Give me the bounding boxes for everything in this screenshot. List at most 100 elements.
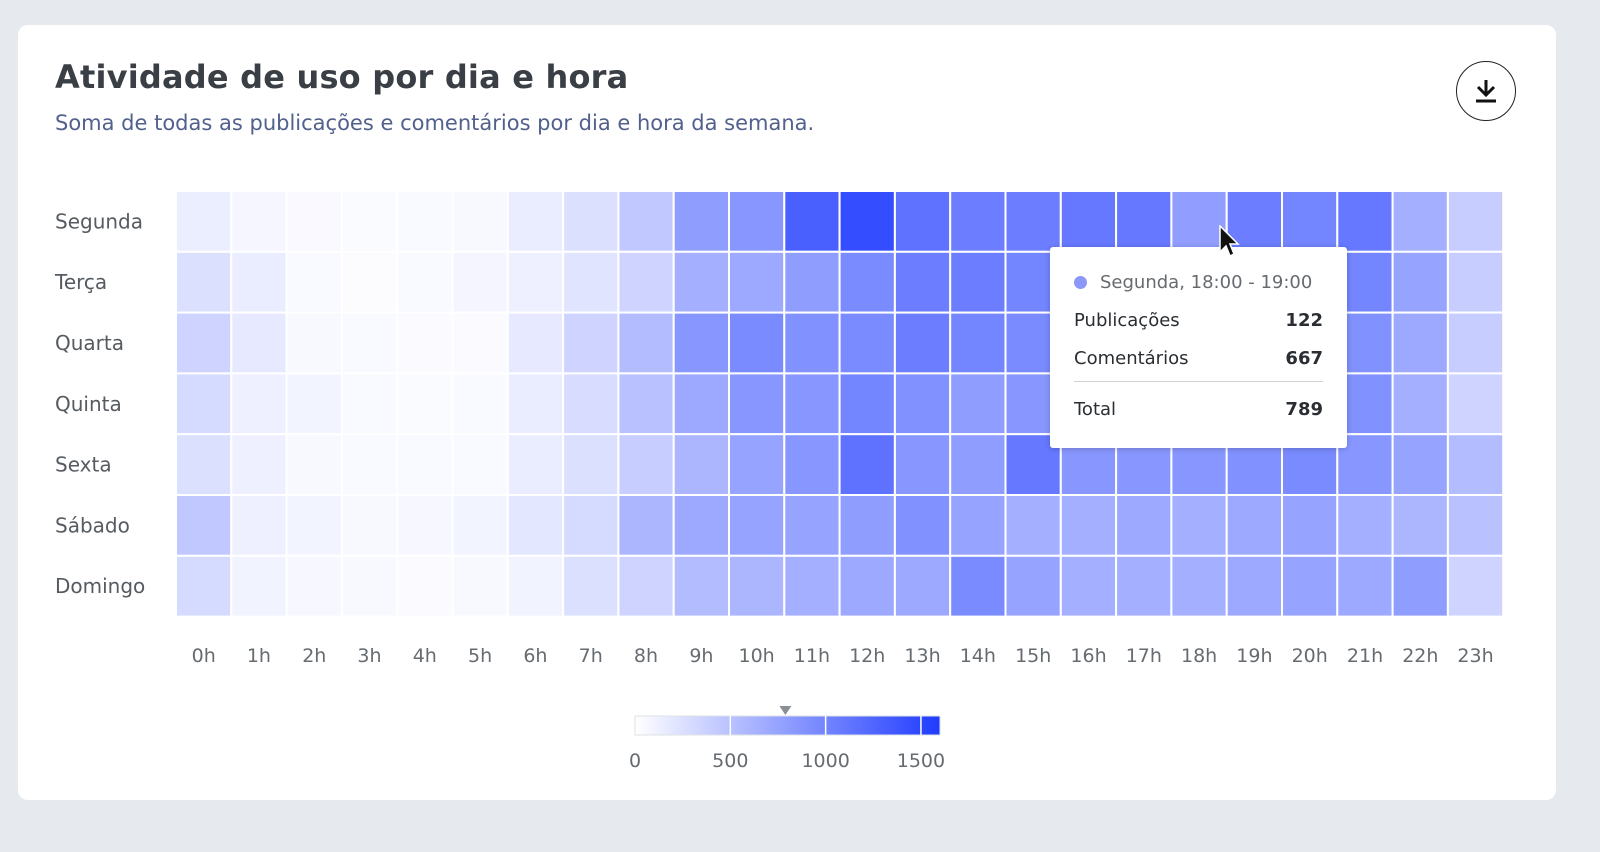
heatmap-cell[interactable] [1170,494,1228,557]
heatmap-cell[interactable] [893,372,952,436]
heatmap-cell[interactable] [1281,494,1339,557]
heatmap-cell[interactable] [1059,554,1118,618]
heatmap-cell[interactable] [949,433,1007,497]
heatmap-cell[interactable] [783,494,841,557]
heatmap-cell[interactable] [451,372,509,436]
heatmap-cell[interactable] [340,190,399,253]
heatmap-cell[interactable] [285,190,343,253]
heatmap-cell[interactable] [728,433,786,497]
heatmap-cell[interactable] [562,190,620,253]
heatmap-cell[interactable] [1336,190,1394,253]
heatmap-cell[interactable] [1391,250,1449,314]
heatmap-cell[interactable] [838,311,896,375]
heatmap-cell[interactable] [230,250,288,314]
heatmap-cell[interactable] [175,372,233,436]
heatmap-cell[interactable] [838,190,896,253]
heatmap-cell[interactable] [728,372,786,436]
heatmap-cell[interactable] [783,372,841,436]
heatmap-cell[interactable] [783,311,841,375]
heatmap-cell[interactable] [175,311,233,375]
heatmap-cell[interactable] [506,311,565,375]
heatmap-cell[interactable] [1446,554,1505,618]
heatmap-cell[interactable] [1004,554,1062,618]
heatmap-cell[interactable] [783,554,841,618]
heatmap-cell[interactable] [838,554,896,618]
heatmap-cell[interactable] [562,494,620,557]
heatmap-cell[interactable] [893,494,952,557]
heatmap-cell[interactable] [451,250,509,314]
heatmap-cell[interactable] [230,372,288,436]
heatmap-cell[interactable] [340,494,399,557]
heatmap-cell[interactable] [1391,190,1449,253]
heatmap-cell[interactable] [340,250,399,314]
heatmap-cell[interactable] [617,250,675,314]
heatmap-cell[interactable] [1391,372,1449,436]
heatmap-cell[interactable] [617,554,675,618]
heatmap-cell[interactable] [451,190,509,253]
heatmap-cell[interactable] [285,554,343,618]
heatmap-cell[interactable] [1446,250,1505,314]
download-button[interactable] [1456,61,1516,121]
heatmap-cell[interactable] [728,311,786,375]
heatmap-cell[interactable] [1004,190,1062,253]
heatmap-cell[interactable] [783,190,841,253]
heatmap-cell[interactable] [1446,311,1505,375]
heatmap-cell[interactable] [506,433,565,497]
heatmap-cell[interactable] [396,190,454,253]
heatmap-cell[interactable] [949,250,1007,314]
heatmap-cell[interactable] [451,311,509,375]
heatmap-cell[interactable] [340,433,399,497]
heatmap-cell[interactable] [949,554,1007,618]
heatmap-cell[interactable] [1281,554,1339,618]
heatmap-cell[interactable] [285,250,343,314]
heatmap-cell[interactable] [1170,554,1228,618]
heatmap-cell[interactable] [1446,190,1505,253]
heatmap-cell[interactable] [175,190,233,253]
heatmap-cell[interactable] [949,372,1007,436]
heatmap-cell[interactable] [728,250,786,314]
heatmap-cell[interactable] [230,494,288,557]
heatmap-cell[interactable] [783,433,841,497]
heatmap-cell[interactable] [617,311,675,375]
heatmap-cell[interactable] [838,433,896,497]
heatmap-cell[interactable] [175,554,233,618]
heatmap-cell[interactable] [617,372,675,436]
heatmap-cell[interactable] [230,311,288,375]
heatmap-cell[interactable] [396,433,454,497]
heatmap-cell[interactable] [340,554,399,618]
heatmap-cell[interactable] [672,372,731,436]
heatmap-cell[interactable] [451,554,509,618]
heatmap-cell[interactable] [783,250,841,314]
heatmap-cell[interactable] [285,494,343,557]
heatmap-cell[interactable] [506,554,565,618]
heatmap-cell[interactable] [1446,372,1505,436]
heatmap-cell[interactable] [893,250,952,314]
heatmap-cell[interactable] [396,372,454,436]
heatmap-cell[interactable] [1004,494,1062,557]
heatmap-cell[interactable] [396,250,454,314]
heatmap-cell[interactable] [340,311,399,375]
heatmap-cell[interactable] [1391,433,1449,497]
heatmap-cell[interactable] [562,311,620,375]
heatmap-cell[interactable] [175,250,233,314]
heatmap-cell[interactable] [396,311,454,375]
heatmap-cell[interactable] [949,190,1007,253]
heatmap-cell[interactable] [672,311,731,375]
heatmap-cell[interactable] [672,433,731,497]
heatmap-cell[interactable] [340,372,399,436]
heatmap-cell[interactable] [1225,554,1283,618]
heatmap-cell[interactable] [893,190,952,253]
heatmap-cell[interactable] [230,190,288,253]
heatmap-cell[interactable] [1446,433,1505,497]
heatmap-cell[interactable] [1115,554,1173,618]
heatmap-cell[interactable] [728,554,786,618]
heatmap-cell[interactable] [230,433,288,497]
heatmap-cell[interactable] [562,250,620,314]
heatmap-cell[interactable] [949,311,1007,375]
heatmap-cell[interactable] [451,494,509,557]
heatmap-cell[interactable] [1391,311,1449,375]
heatmap-cell[interactable] [1391,554,1449,618]
heatmap-cell[interactable] [838,372,896,436]
heatmap-cell[interactable] [175,494,233,557]
heatmap-cell[interactable] [672,250,731,314]
